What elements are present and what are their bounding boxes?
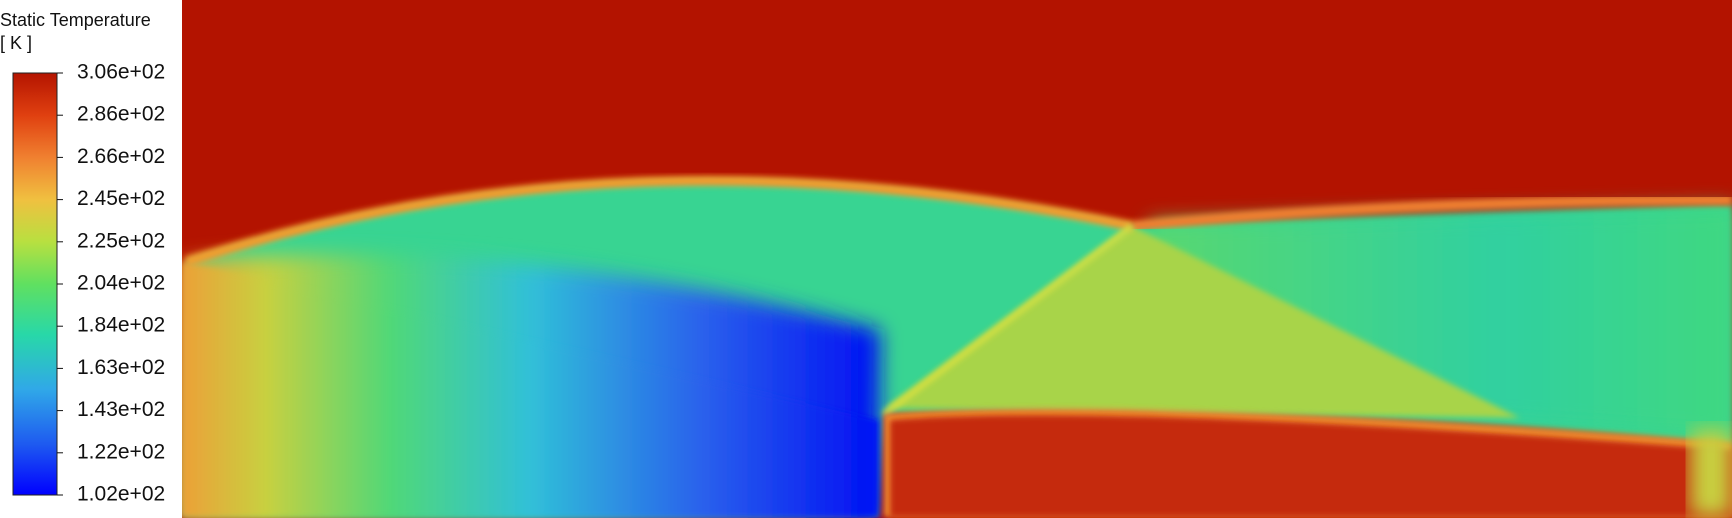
colorbar-tick-label: 1.63e+02 [77,356,165,379]
colorbar-tick-label: 1.22e+02 [77,440,165,463]
colorbar-tick-label: 1.43e+02 [77,398,165,421]
colorbar-tick-label: 2.66e+02 [77,145,165,168]
colorbar-tick-label: 2.86e+02 [77,103,165,126]
temperature-field [182,0,1732,518]
colorbar-tick-label: 1.02e+02 [77,483,165,506]
colorbar-unit: [ K ] [0,33,32,53]
colorbar-tick-label: 2.25e+02 [77,229,165,252]
colorbar-tick-label: 1.84e+02 [77,314,165,337]
colorbar-tick-label: 2.04e+02 [77,272,165,295]
colorbar-tick-label: 2.45e+02 [77,187,165,210]
colorbar [12,72,58,496]
colorbar-tick-label: 3.06e+02 [77,61,165,84]
colorbar-title: Static Temperature [0,10,151,30]
